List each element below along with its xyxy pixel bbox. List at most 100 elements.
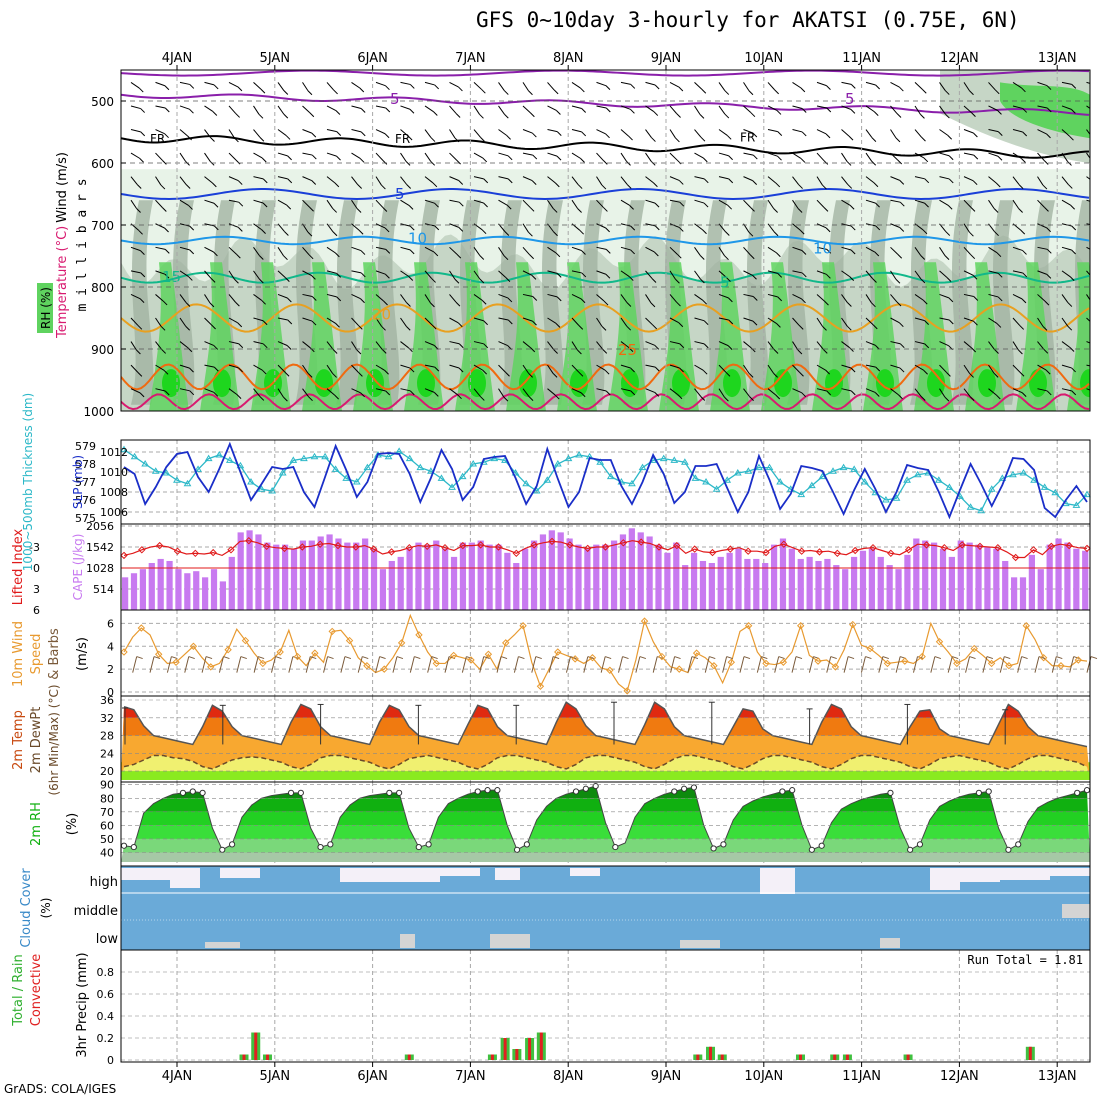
wind-barb <box>890 364 901 369</box>
rh-point <box>818 842 825 849</box>
lifted-index-point <box>245 536 253 545</box>
wind-speed-point <box>866 644 874 653</box>
cape-bar <box>850 556 858 610</box>
precip-tick: 0.8 <box>97 966 115 979</box>
cape-bar <box>362 538 369 610</box>
surface-wind-barb-flag <box>1056 656 1063 660</box>
wind-barb-flag <box>826 390 832 396</box>
wind-barb <box>375 223 386 229</box>
wind-barb-flag <box>654 225 660 231</box>
lifted-index-point <box>833 549 842 558</box>
wind-barb <box>130 293 141 300</box>
wind-barb <box>669 152 678 161</box>
rh-streak-dark <box>541 200 564 405</box>
wind-barb-flag <box>385 273 390 279</box>
wind-barb <box>571 199 578 209</box>
wind-barb-flag <box>1094 325 1098 329</box>
rh-band <box>121 838 1090 853</box>
wind-barb-flag <box>898 322 904 328</box>
cape-bar <box>228 556 235 610</box>
rh-point <box>592 782 599 790</box>
wind-barb <box>375 129 386 135</box>
lifted-index-point <box>619 539 628 547</box>
wind-barb-flag <box>676 113 681 118</box>
wind-barb-flag <box>1095 252 1099 256</box>
wind-barb-flag <box>920 255 926 260</box>
cape-bar <box>210 569 218 610</box>
wind-barb <box>302 82 309 92</box>
wind-barb <box>547 341 554 350</box>
wind-speed-point <box>762 659 770 668</box>
cape-bar <box>762 563 769 610</box>
cape-bar <box>1028 554 1035 610</box>
wind-barb-flag <box>479 278 485 284</box>
wind-barb <box>326 246 336 254</box>
temp-axis-label: 2m Temp <box>11 710 26 770</box>
surface-wind-barb <box>461 656 467 673</box>
surface-wind-barb-flag <box>136 656 143 660</box>
lifted-index-point <box>566 541 574 549</box>
wind-barb-flag <box>602 160 608 165</box>
wind-barb <box>424 246 435 253</box>
rh-core-bright <box>876 369 894 398</box>
wind-barb <box>841 388 852 392</box>
minmax-axis-label: (6hr Min/Max) (°C) <box>47 684 61 795</box>
wind-barb <box>816 388 827 392</box>
wind-barb-flag <box>532 320 537 326</box>
wind-barb <box>865 129 873 138</box>
wind-barb-flag <box>381 184 386 190</box>
lifted-index-point <box>387 548 396 556</box>
precip-convective-bar <box>515 1049 519 1060</box>
cloud-high-block <box>760 868 795 894</box>
rh-band-green <box>608 262 648 411</box>
wind-barb-flag <box>773 373 778 378</box>
rh-band-green <box>404 262 444 411</box>
wind-barb-flag <box>140 250 145 255</box>
wind-barb-flag <box>140 272 146 278</box>
cape-bar <box>1064 542 1071 610</box>
surface-wind-barb <box>826 656 832 673</box>
wind-barb <box>792 223 801 231</box>
wind-barb-flag <box>997 296 1003 302</box>
wind-barb-flag <box>237 86 243 92</box>
wind-barb <box>620 270 630 277</box>
lifted-index-line <box>123 540 1088 559</box>
wind-barb-flag <box>603 207 608 212</box>
surface-wind-barb <box>860 656 866 673</box>
wind-barb <box>400 388 411 392</box>
wind-barb <box>939 82 946 91</box>
cape-bar <box>797 558 804 610</box>
lifted-index-point <box>191 549 200 558</box>
wind-barb <box>571 270 582 274</box>
surface-wind-barb-flag <box>674 656 681 660</box>
wind-barb-flag <box>382 160 388 165</box>
surface-wind-barb-flag <box>986 656 994 660</box>
wind-barb <box>988 293 999 298</box>
cloud-low-block <box>490 934 530 948</box>
wind-speed-label: Speed <box>29 634 44 675</box>
wind-barb <box>277 199 287 206</box>
wind-barb <box>939 199 949 206</box>
wind-barb-flag <box>360 392 365 398</box>
surface-wind-barb <box>843 656 849 673</box>
wind-barb-flag <box>605 248 611 254</box>
wind-barb-flag <box>259 396 265 401</box>
wind-barb-flag <box>235 253 241 259</box>
wind-barb-flag <box>409 390 415 396</box>
wind-barb-flag <box>136 184 142 189</box>
lifted-index-point <box>459 541 467 550</box>
wind-barb-flag <box>359 157 365 163</box>
wind-barb-flag <box>899 201 905 207</box>
cloud-low-block <box>205 942 240 948</box>
wind-barb-flag <box>702 229 707 235</box>
wind-barb <box>1037 223 1047 229</box>
wind-barb <box>228 270 235 280</box>
wind-barb-flag <box>923 157 929 163</box>
panel-frame <box>120 609 1091 697</box>
wind-barb <box>522 388 530 397</box>
surface-wind-barb-flag <box>709 656 716 660</box>
thickness-point <box>839 463 848 471</box>
wind-barb <box>179 294 187 303</box>
wind-barb <box>792 129 803 133</box>
thickness-point <box>733 469 742 476</box>
